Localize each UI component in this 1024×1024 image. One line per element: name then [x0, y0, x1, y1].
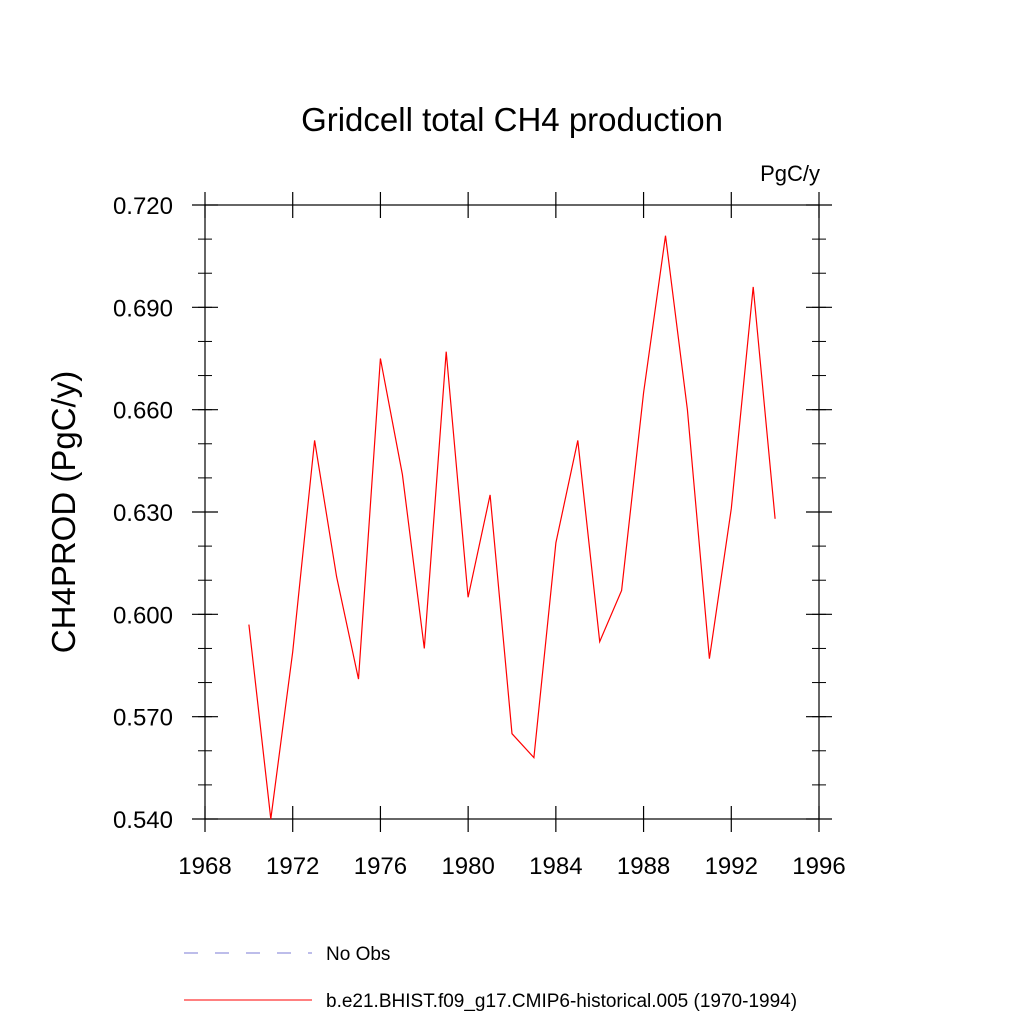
plot-frame	[204, 204, 820, 820]
y-tick-label: 0.690	[113, 295, 173, 322]
y-tick-label: 0.660	[113, 398, 173, 425]
y-axis-label: CH4PROD (PgC/y)	[45, 371, 82, 653]
legend-label: b.e21.BHIST.f09_g17.CMIP6-historical.005…	[326, 991, 797, 1012]
x-tick-labels: 1968 1972 1976 1980 1984 1988 1992 1996	[178, 853, 845, 880]
y-tick-label: 0.540	[113, 807, 173, 834]
legend: No Obs b.e21.BHIST.f09_g17.CMIP6-historic…	[184, 944, 797, 1012]
x-tick-label: 1992	[705, 853, 758, 880]
units-label: PgC/y	[760, 161, 820, 186]
x-tick-label: 1996	[792, 853, 845, 880]
x-tick-label: 1976	[354, 853, 407, 880]
x-tick-label: 1980	[441, 853, 494, 880]
x-tick-label: 1972	[266, 853, 319, 880]
y-tick-label: 0.720	[113, 193, 173, 220]
x-tick-label: 1984	[529, 853, 582, 880]
x-tick-label: 1988	[617, 853, 670, 880]
chart-title: Gridcell total CH4 production	[301, 101, 723, 138]
y-tick-label: 0.600	[113, 602, 173, 629]
y-tick-label: 0.570	[113, 705, 173, 732]
series-line	[248, 235, 776, 820]
legend-label: No Obs	[326, 944, 390, 965]
y-tick-labels: 0.540 0.570 0.600 0.630 0.660 0.690 0.720	[113, 193, 173, 834]
x-tick-label: 1968	[178, 853, 231, 880]
data-series	[248, 235, 776, 820]
y-tick-label: 0.630	[113, 500, 173, 527]
axis-ticks	[192, 192, 832, 832]
